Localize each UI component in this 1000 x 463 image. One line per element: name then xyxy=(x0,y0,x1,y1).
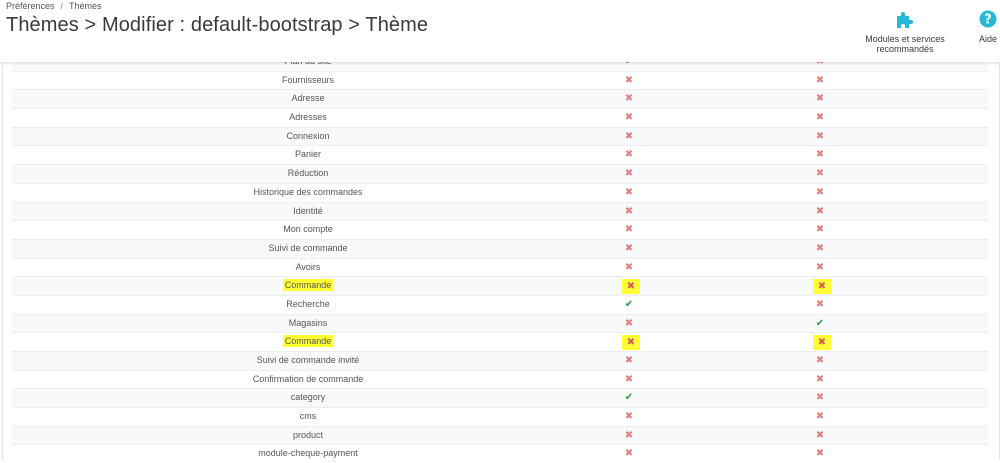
table-row: Connexion ✖ ✖ xyxy=(12,126,988,146)
check-icon[interactable]: ✔ xyxy=(624,298,634,310)
page-name: Commande xyxy=(282,335,334,348)
table-row: Suivi de commande invité ✖ ✖ xyxy=(12,351,988,370)
cross-icon[interactable]: ✖ xyxy=(624,429,634,441)
theme-pages-table: Plan du site✔✖Fournisseurs✖✖Adresse✖✖Adr… xyxy=(12,52,988,463)
cross-icon[interactable]: ✖ xyxy=(815,392,825,404)
table-row: Panier ✖ ✖ xyxy=(12,145,988,164)
cross-icon[interactable]: ✖ xyxy=(624,168,634,180)
cross-icon[interactable]: ✖ xyxy=(815,186,825,198)
page-name: Suivi de commande xyxy=(268,242,348,253)
table-row: Recherche ✔ ✖ xyxy=(12,294,988,314)
table-row: Adresses ✖ ✖ xyxy=(12,108,988,127)
cross-icon[interactable]: ✖ xyxy=(815,242,825,254)
table-row: Commande ✖ ✖ xyxy=(12,332,988,351)
cross-icon[interactable]: ✖ xyxy=(624,242,634,254)
cross-icon[interactable]: ✖ xyxy=(815,429,825,441)
table-row: Avoirs ✖ ✖ xyxy=(12,257,988,277)
puzzle-icon xyxy=(897,12,913,28)
check-icon[interactable]: ✔ xyxy=(624,392,634,404)
table-row: product ✖ ✖ xyxy=(12,425,988,445)
help-label: Aide xyxy=(978,34,997,44)
page-name: Panier xyxy=(294,149,321,160)
page-name: Recherche xyxy=(286,298,330,309)
page-name: Historique des commandes xyxy=(253,186,363,197)
cross-icon[interactable]: ✖ xyxy=(813,335,831,351)
cross-icon[interactable]: ✖ xyxy=(622,335,640,351)
page-name: Suivi de commande invité xyxy=(256,355,360,365)
table-row: Magasins ✖ ✔ xyxy=(12,313,988,333)
page-header: Préférences / Thèmes Thèmes > Modifier : d… xyxy=(0,0,1000,62)
table-row: Commande ✖ ✖ xyxy=(12,276,988,295)
page-name: Adresse xyxy=(291,93,325,104)
cross-icon[interactable]: ✖ xyxy=(624,355,634,366)
cross-icon[interactable]: ✖ xyxy=(624,186,634,198)
breadcrumb-separator: / xyxy=(60,1,64,11)
breadcrumb: Préférences / Thèmes xyxy=(6,1,102,11)
cross-icon[interactable]: ✖ xyxy=(815,93,825,105)
cross-icon[interactable]: ✖ xyxy=(815,448,825,460)
table-row: Réduction ✖ ✖ xyxy=(12,164,988,183)
check-icon[interactable]: ✔ xyxy=(815,317,825,329)
breadcrumb-preferences[interactable]: Préférences xyxy=(6,1,55,11)
page-name: Connexion xyxy=(286,130,330,141)
table-row: Mon compte ✖ ✖ xyxy=(12,220,988,239)
cross-icon[interactable]: ✖ xyxy=(624,317,634,329)
table-row: Adresse ✖ ✖ xyxy=(12,89,988,109)
page-name: Identité xyxy=(293,205,323,216)
page-name: Commande xyxy=(282,279,334,292)
cross-icon[interactable]: ✖ xyxy=(815,355,825,366)
cross-icon[interactable]: ✖ xyxy=(815,411,825,423)
table-row: category ✔ ✖ xyxy=(12,388,988,408)
cross-icon[interactable]: ✖ xyxy=(624,261,634,273)
cross-icon[interactable]: ✖ xyxy=(815,149,825,161)
cross-icon[interactable]: ✖ xyxy=(815,298,825,310)
cross-icon[interactable]: ✖ xyxy=(815,373,825,385)
cross-icon[interactable]: ✖ xyxy=(815,205,825,217)
cross-icon[interactable]: ✖ xyxy=(815,74,825,86)
cross-icon[interactable]: ✖ xyxy=(813,279,831,295)
cross-icon[interactable]: ✖ xyxy=(815,224,825,236)
page-name: Avoirs xyxy=(295,261,321,272)
page-name: Réduction xyxy=(287,168,329,179)
page-name: module-cheque-payment xyxy=(258,448,358,459)
cross-icon[interactable]: ✖ xyxy=(815,261,825,273)
breadcrumb-themes[interactable]: Thèmes xyxy=(69,1,102,11)
cross-icon[interactable]: ✖ xyxy=(624,411,634,423)
page-name: cms xyxy=(299,411,317,422)
page-name: Fournisseurs xyxy=(281,74,335,85)
cross-icon[interactable]: ✖ xyxy=(624,448,634,460)
help-button[interactable]: ? Aide xyxy=(976,10,1000,44)
recommended-modules-button[interactable]: Modules et services recommandés xyxy=(838,10,972,54)
page-name: category xyxy=(290,392,326,403)
table-row: Identité ✖ ✖ xyxy=(12,201,988,221)
cross-icon[interactable]: ✖ xyxy=(624,373,634,385)
cross-icon[interactable]: ✖ xyxy=(624,149,634,161)
table-row: module-cheque-payment ✖ ✖ xyxy=(12,444,988,463)
page-name: Mon compte xyxy=(283,224,333,235)
page-name: Adresses xyxy=(289,112,327,123)
page-title: Thèmes > Modifier : default-bootstrap > … xyxy=(6,14,429,36)
cross-icon[interactable]: ✖ xyxy=(624,130,634,142)
cross-icon[interactable]: ✖ xyxy=(815,168,825,180)
cross-icon[interactable]: ✖ xyxy=(624,93,634,105)
cross-icon[interactable]: ✖ xyxy=(624,74,634,86)
recommended-modules-label: Modules et services recommandés xyxy=(865,34,945,54)
table-row: cms ✖ ✖ xyxy=(12,407,988,426)
cross-icon[interactable]: ✖ xyxy=(815,112,825,124)
cross-icon[interactable]: ✖ xyxy=(815,130,825,142)
page-name: product xyxy=(292,429,324,440)
cross-icon[interactable]: ✖ xyxy=(624,205,634,217)
cross-icon[interactable]: ✖ xyxy=(624,224,634,236)
table-row: Confirmation de commande ✖ ✖ xyxy=(12,369,988,389)
table-row: Fournisseurs ✖ ✖ xyxy=(12,70,988,90)
cross-icon[interactable]: ✖ xyxy=(624,112,634,124)
cross-icon[interactable]: ✖ xyxy=(622,279,640,295)
svg-text:?: ? xyxy=(984,13,992,28)
table-row: Suivi de commande ✖ ✖ xyxy=(12,238,988,258)
question-circle-icon: ? xyxy=(979,10,997,28)
table-row: Historique des commandes ✖ ✖ xyxy=(12,182,988,202)
page-name: Confirmation de commande xyxy=(252,373,364,384)
page-name: Magasins xyxy=(288,317,328,328)
